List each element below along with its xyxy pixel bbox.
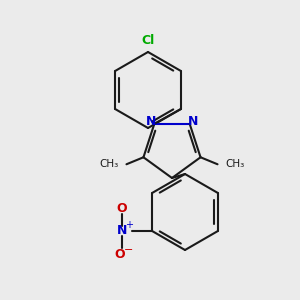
Text: O: O: [117, 202, 128, 214]
Text: N: N: [146, 115, 157, 128]
Text: Cl: Cl: [141, 34, 154, 47]
Text: O: O: [115, 248, 125, 260]
Text: CH₃: CH₃: [99, 159, 119, 169]
Text: CH₃: CH₃: [226, 159, 245, 169]
Text: +: +: [125, 220, 133, 230]
Text: N: N: [188, 115, 198, 128]
Text: −: −: [123, 245, 133, 255]
Text: N: N: [117, 224, 127, 238]
